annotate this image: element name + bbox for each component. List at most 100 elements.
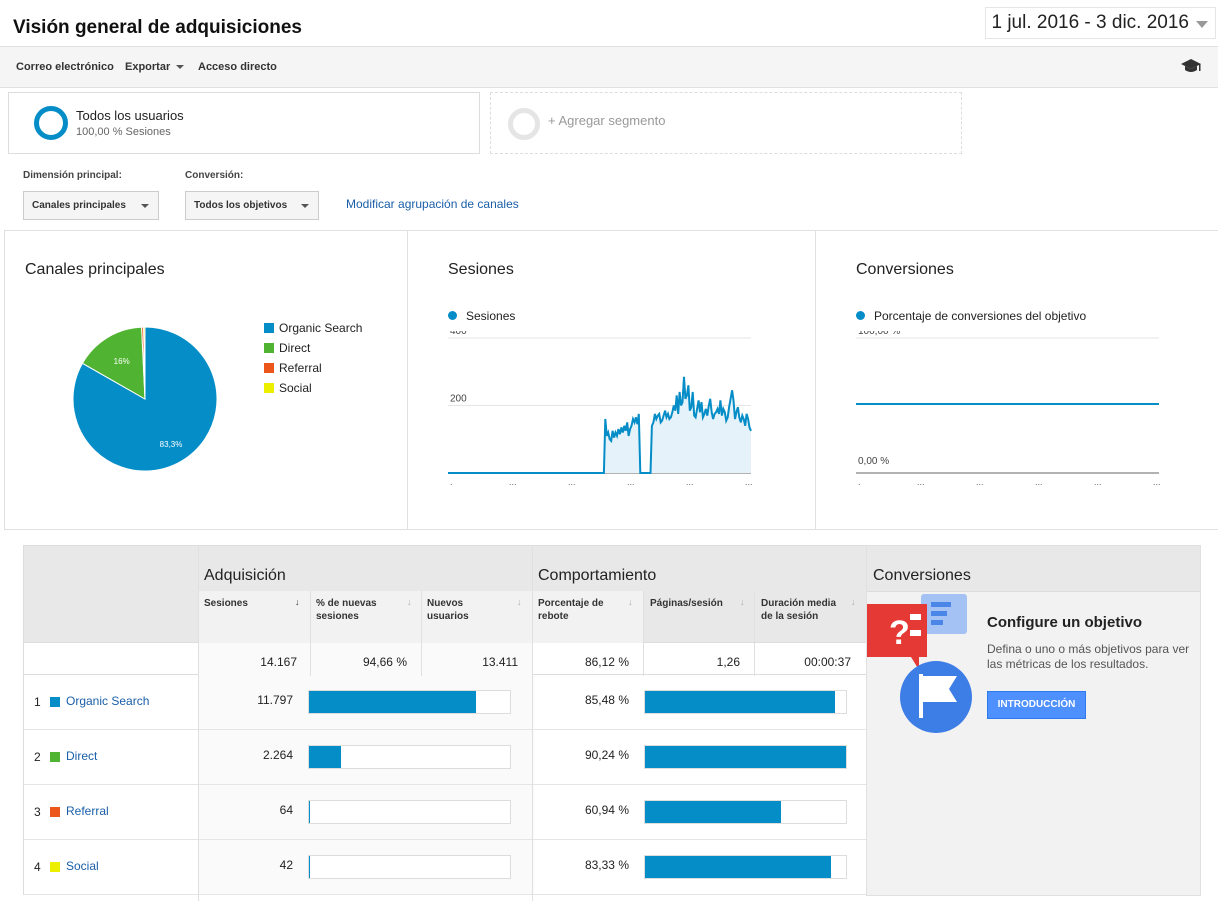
channels-pie-chart[interactable]: 83,3% 16% (65, 319, 225, 479)
bounce-bar (644, 745, 847, 769)
segment-ring-icon (508, 108, 540, 140)
table-row: 1 Organic Search 11.797 85,48 % (23, 675, 867, 730)
row-rank: 1 (34, 695, 41, 709)
col-new-sessions[interactable]: % de nuevas sesiones (316, 598, 377, 622)
sessions-bar-fill (309, 856, 310, 878)
date-range-picker[interactable]: 1 jul. 2016 - 3 dic. 2016 (985, 7, 1216, 39)
conversions-legend[interactable]: Porcentaje de conversiones del objetivo (856, 309, 1086, 323)
introduction-button[interactable]: INTRODUCCIÓN (987, 691, 1086, 719)
total-pages-per-session: 1,26 (716, 655, 740, 669)
pie-slice-direct[interactable] (81, 326, 146, 400)
sessions-bar-fill (309, 801, 310, 823)
col-bounce-rate[interactable]: Porcentaje de rebote (538, 598, 604, 622)
dimension-select[interactable]: Canales principales (23, 191, 159, 220)
legend-label: Direct (279, 341, 311, 355)
row-rank: 2 (34, 750, 41, 764)
legend-swatch (264, 343, 274, 353)
svg-text:?: ? (889, 614, 910, 652)
column-divider (754, 591, 755, 676)
sessions-legend[interactable]: Sesiones (448, 309, 515, 323)
legend-label: Sesiones (466, 309, 516, 323)
conversions-title: Conversiones (856, 261, 954, 278)
y-tick-label: 0,00 % (858, 456, 889, 467)
legend-label: Porcentaje de conversiones del objetivo (874, 309, 1087, 323)
sort-arrow-icon[interactable]: ↓ (295, 597, 300, 607)
group-behavior: Comportamiento (538, 567, 657, 584)
modify-channel-grouping-link[interactable]: Modificar agrupación de canales (346, 197, 519, 211)
bounce-bar (644, 690, 847, 714)
legend-direct[interactable]: Direct (264, 341, 310, 355)
sort-arrow-icon[interactable]: ↓ (740, 597, 745, 607)
sort-arrow-icon[interactable]: ↓ (407, 597, 412, 607)
add-segment-label: + Agregar segmento (548, 113, 666, 128)
total-bounce-rate: 86,12 % (584, 655, 629, 669)
export-button[interactable]: Exportar (125, 61, 185, 73)
channel-link[interactable]: Direct (66, 749, 98, 763)
add-segment-button[interactable]: + Agregar segmento (490, 92, 962, 154)
x-tick-label: ... (917, 477, 925, 487)
column-divider (310, 591, 311, 676)
total-sessions: 14.167 (260, 655, 297, 669)
channel-color-swatch (50, 697, 60, 707)
channel-link[interactable]: Organic Search (66, 694, 150, 708)
col-new-users[interactable]: Nuevos usuarios (427, 598, 469, 622)
dropdown-caret-icon (301, 204, 309, 208)
totals-highlight (199, 643, 532, 675)
col-avg-duration[interactable]: Duración media de la sesión (761, 598, 837, 622)
total-new-users: 13.411 (482, 655, 518, 669)
series-area (448, 376, 751, 473)
channel-link[interactable]: Social (66, 859, 99, 873)
channel-link[interactable]: Referral (66, 804, 109, 818)
total-new-sessions: 94,66 % (362, 655, 407, 669)
bounce-bar (644, 800, 847, 824)
segment-ring-icon (34, 106, 68, 140)
bounce-bar-fill (645, 856, 831, 878)
segment-all-users[interactable]: Todos los usuarios 100,00 % Sesiones (8, 92, 480, 154)
legend-social[interactable]: Social (264, 381, 312, 395)
row-bounce-rate: 83,33 % (584, 858, 629, 872)
y-tick-label: 200 (450, 394, 467, 405)
sessions-bar (308, 855, 511, 879)
export-label: Exportar (125, 61, 171, 73)
page-title: Visión general de adquisiciones (13, 17, 302, 38)
sessions-bar (308, 745, 511, 769)
legend-label: Referral (279, 361, 322, 375)
series-line[interactable] (448, 376, 752, 474)
bounce-bar-fill (645, 691, 836, 713)
conversions-header: Conversiones (867, 546, 1200, 592)
sort-arrow-icon[interactable]: ↓ (517, 597, 522, 607)
table-row: 4 Social 42 83,33 % (23, 840, 867, 895)
row-bounce-rate: 85,48 % (584, 693, 629, 707)
sessions-area-chart[interactable]: 200 400................ (448, 331, 758, 491)
dropdown-caret-icon (141, 204, 149, 208)
legend-swatch (264, 363, 274, 373)
sort-arrow-icon[interactable]: ↓ (851, 597, 856, 607)
table-row: 3 Referral 64 60,94 % (23, 785, 867, 840)
date-range-label: 1 jul. 2016 - 3 dic. 2016 (991, 12, 1189, 33)
dropdown-caret-icon (1196, 21, 1208, 28)
row-sessions: 2.264 (262, 748, 293, 762)
legend-swatch (264, 383, 274, 393)
header-cell-bg (533, 591, 643, 643)
bounce-bar-fill (645, 746, 846, 768)
dimension-label: Dimensión principal: (23, 170, 122, 181)
email-button[interactable]: Correo electrónico (16, 61, 114, 73)
conversion-value: Todos los objetivos (194, 200, 288, 211)
legend-organic[interactable]: Organic Search (264, 321, 362, 335)
graduation-cap-icon[interactable] (1180, 57, 1202, 75)
shortcut-button[interactable]: Acceso directo (198, 61, 277, 73)
dimension-value: Canales principales (32, 200, 126, 211)
goal-illustration-icon: ? (867, 594, 972, 733)
x-tick-label: ... (509, 477, 517, 487)
total-avg-duration: 00:00:37 (804, 655, 851, 669)
conversions-line-chart[interactable]: 0,00 % 100,00 %................ (856, 331, 1166, 491)
sort-arrow-icon[interactable]: ↓ (628, 597, 633, 607)
pie-slice-social[interactable] (143, 326, 146, 400)
bounce-bar (644, 855, 847, 879)
col-pages-per-session[interactable]: Páginas/sesión (650, 598, 723, 609)
col-sessions[interactable]: Sesiones (204, 598, 248, 609)
conversion-select[interactable]: Todos los objetivos (185, 191, 319, 220)
row-sessions: 42 (279, 858, 293, 872)
legend-referral[interactable]: Referral (264, 361, 322, 375)
column-divider (532, 545, 533, 901)
